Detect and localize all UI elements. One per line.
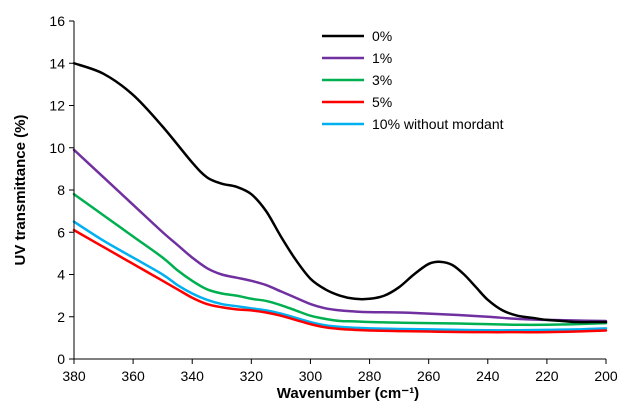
y-tick-label: 8 — [57, 182, 65, 198]
y-tick-label: 0 — [57, 351, 65, 367]
x-tick-label: 300 — [299, 368, 323, 384]
y-tick-label: 2 — [57, 309, 65, 325]
series-line-0 — [72, 62, 608, 324]
legend: 0% 1% 3% 5% 10% without mordant — [322, 28, 504, 132]
x-tick-label: 200 — [594, 368, 618, 384]
x-tick-label: 340 — [181, 368, 205, 384]
series-layer — [72, 62, 608, 334]
y-axis-title: UV transmittance (%) — [12, 115, 29, 266]
series-line-1 — [72, 148, 608, 323]
y-tick-label: 4 — [57, 267, 65, 283]
x-axis-ticks: 380 360 340 320 300 280 260 240 220 200 — [62, 359, 618, 384]
y-tick-label: 16 — [49, 13, 65, 29]
legend-label-2: 3% — [372, 72, 392, 88]
legend-label-3: 5% — [372, 94, 392, 110]
y-axis-ticks: 0 2 4 6 8 10 12 14 16 — [49, 13, 74, 367]
legend-label-4: 10% without mordant — [372, 116, 504, 132]
x-tick-label: 260 — [417, 368, 441, 384]
x-tick-label: 380 — [62, 368, 86, 384]
y-tick-label: 10 — [49, 140, 65, 156]
series-line-4 — [72, 220, 608, 332]
y-tick-label: 12 — [49, 98, 65, 114]
x-tick-label: 320 — [240, 368, 264, 384]
legend-label-1: 1% — [372, 50, 392, 66]
x-axis-title: Wavenumber (cm⁻¹) — [277, 385, 419, 402]
x-tick-label: 220 — [535, 368, 559, 384]
series-line-3 — [72, 228, 608, 334]
legend-label-0: 0% — [372, 28, 392, 44]
y-tick-label: 6 — [57, 224, 65, 240]
y-tick-label: 14 — [49, 55, 65, 71]
series-line-2 — [72, 192, 608, 327]
x-tick-label: 280 — [358, 368, 382, 384]
x-tick-label: 240 — [476, 368, 500, 384]
x-tick-label: 360 — [121, 368, 145, 384]
